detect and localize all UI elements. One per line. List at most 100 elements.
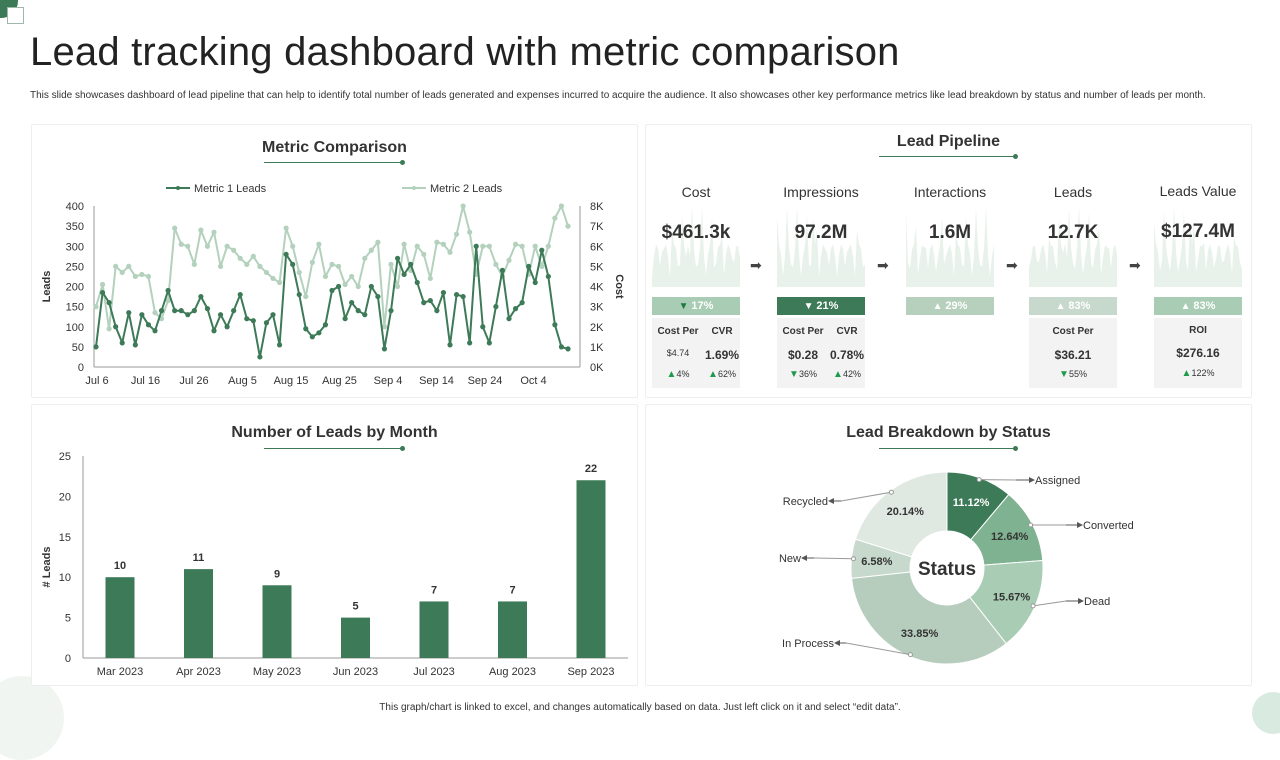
data-point[interactable] (172, 308, 177, 313)
data-point[interactable] (434, 308, 439, 313)
data-point[interactable] (166, 288, 171, 293)
data-point[interactable] (238, 292, 243, 297)
data-point[interactable] (461, 203, 466, 208)
data-point[interactable] (159, 308, 164, 313)
data-point[interactable] (284, 252, 289, 257)
data-point[interactable] (303, 326, 308, 331)
data-point[interactable] (526, 264, 531, 269)
data-point[interactable] (100, 290, 105, 295)
data-point[interactable] (277, 280, 282, 285)
lead-breakdown-chart[interactable]: 11.12%Assigned12.64%Converted15.67%Dead3… (646, 405, 1251, 685)
data-point[interactable] (290, 244, 295, 249)
bar[interactable] (106, 577, 135, 658)
data-point[interactable] (211, 328, 216, 333)
data-point[interactable] (480, 244, 485, 249)
data-point[interactable] (244, 262, 249, 267)
data-point[interactable] (323, 274, 328, 279)
data-point[interactable] (434, 240, 439, 245)
data-point[interactable] (238, 256, 243, 261)
data-point[interactable] (218, 312, 223, 317)
data-point[interactable] (329, 262, 334, 267)
data-point[interactable] (349, 300, 354, 305)
data-point[interactable] (428, 276, 433, 281)
bar[interactable] (341, 618, 370, 658)
data-point[interactable] (388, 308, 393, 313)
data-point[interactable] (369, 284, 374, 289)
data-point[interactable] (493, 304, 498, 309)
data-point[interactable] (231, 308, 236, 313)
data-point[interactable] (415, 244, 420, 249)
data-point[interactable] (343, 282, 348, 287)
bar[interactable] (577, 480, 606, 658)
data-point[interactable] (539, 248, 544, 253)
data-point[interactable] (264, 270, 269, 275)
data-point[interactable] (172, 226, 177, 231)
data-point[interactable] (447, 342, 452, 347)
data-point[interactable] (546, 244, 551, 249)
data-point[interactable] (93, 344, 98, 349)
data-point[interactable] (493, 262, 498, 267)
data-point[interactable] (133, 342, 138, 347)
data-point[interactable] (297, 292, 302, 297)
data-point[interactable] (506, 258, 511, 263)
data-point[interactable] (192, 262, 197, 267)
bar[interactable] (498, 601, 527, 658)
data-point[interactable] (225, 324, 230, 329)
data-point[interactable] (447, 250, 452, 255)
data-point[interactable] (480, 324, 485, 329)
data-point[interactable] (113, 264, 118, 269)
data-point[interactable] (93, 304, 98, 309)
data-point[interactable] (402, 272, 407, 277)
data-point[interactable] (520, 244, 525, 249)
data-point[interactable] (402, 242, 407, 247)
data-point[interactable] (441, 290, 446, 295)
data-point[interactable] (198, 294, 203, 299)
data-point[interactable] (336, 264, 341, 269)
data-point[interactable] (356, 284, 361, 289)
data-point[interactable] (415, 280, 420, 285)
data-point[interactable] (205, 306, 210, 311)
data-point[interactable] (375, 294, 380, 299)
data-point[interactable] (454, 292, 459, 297)
data-point[interactable] (297, 270, 302, 275)
data-point[interactable] (533, 244, 538, 249)
data-point[interactable] (185, 244, 190, 249)
data-point[interactable] (231, 248, 236, 253)
data-point[interactable] (264, 320, 269, 325)
data-point[interactable] (500, 268, 505, 273)
data-point[interactable] (126, 264, 131, 269)
data-point[interactable] (139, 312, 144, 317)
data-point[interactable] (120, 270, 125, 275)
data-point[interactable] (310, 260, 315, 265)
data-point[interactable] (421, 300, 426, 305)
data-point[interactable] (369, 248, 374, 253)
data-point[interactable] (146, 274, 151, 279)
data-point[interactable] (441, 242, 446, 247)
data-point[interactable] (133, 274, 138, 279)
data-point[interactable] (107, 326, 112, 331)
data-point[interactable] (388, 262, 393, 267)
data-point[interactable] (107, 300, 112, 305)
data-point[interactable] (198, 228, 203, 233)
data-point[interactable] (316, 330, 321, 335)
data-point[interactable] (474, 244, 479, 249)
data-point[interactable] (533, 280, 538, 285)
data-point[interactable] (179, 242, 184, 247)
data-point[interactable] (316, 242, 321, 247)
data-point[interactable] (506, 316, 511, 321)
data-point[interactable] (277, 342, 282, 347)
data-point[interactable] (382, 346, 387, 351)
data-point[interactable] (270, 276, 275, 281)
data-point[interactable] (126, 310, 131, 315)
data-point[interactable] (152, 328, 157, 333)
data-point[interactable] (408, 262, 413, 267)
data-point[interactable] (487, 340, 492, 345)
data-point[interactable] (139, 272, 144, 277)
data-point[interactable] (461, 294, 466, 299)
data-point[interactable] (428, 298, 433, 303)
data-point[interactable] (192, 308, 197, 313)
data-point[interactable] (343, 316, 348, 321)
data-point[interactable] (284, 226, 289, 231)
data-point[interactable] (565, 224, 570, 229)
data-point[interactable] (362, 256, 367, 261)
